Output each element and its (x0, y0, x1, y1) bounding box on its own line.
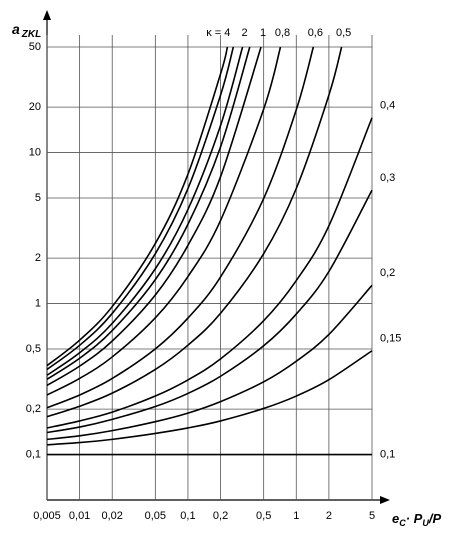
y-tick-label: 5 (35, 192, 41, 204)
curve-label: κ = 4 (206, 27, 230, 39)
x-label-sub: U (422, 518, 429, 528)
curve-label: 0,2 (380, 267, 395, 279)
y-axis-label: a ZKL (12, 21, 41, 40)
y-label-sub: ZKL (21, 29, 41, 40)
y-tick-label: 0,1 (26, 448, 41, 460)
y-tick-label: 20 (29, 101, 41, 113)
curve (46, 46, 229, 367)
curve-label: 0,8 (275, 27, 290, 39)
y-tick-label: 0,2 (26, 403, 41, 415)
x-tick-label: 0,005 (33, 510, 61, 522)
y-tick-label: 10 (29, 146, 41, 158)
y-tick-label: 50 (29, 41, 41, 53)
curve-label: 0,6 (308, 27, 323, 39)
y-tick-label: 1 (35, 297, 41, 309)
curve (46, 46, 282, 396)
curve (46, 46, 251, 380)
x-label-part: · P (406, 511, 423, 526)
curve-label: 0,5 (336, 27, 351, 39)
y-label-main: a (12, 21, 20, 37)
curve (46, 117, 373, 429)
x-tick-label: 0,02 (102, 510, 123, 522)
x-tick-label: 0,5 (256, 510, 271, 522)
curve-label: 0,1 (380, 448, 395, 460)
curve-label: 2 (242, 27, 248, 39)
x-axis-arrow (380, 496, 390, 504)
curve (46, 46, 315, 409)
curve (46, 46, 343, 418)
curve (46, 46, 262, 387)
curve-label: 0,3 (380, 172, 395, 184)
curve (46, 284, 373, 441)
y-axis-arrow (43, 10, 51, 20)
y-tick-label: 2 (35, 252, 41, 264)
x-tick-label: 0,2 (213, 510, 228, 522)
curve-label: 0,15 (380, 333, 401, 345)
x-axis-label: eC· PU/P (392, 511, 441, 528)
curve-label: 1 (260, 27, 266, 39)
x-tick-label: 5 (369, 510, 375, 522)
x-tick-label: 2 (326, 510, 332, 522)
x-tick-label: 0,05 (145, 510, 166, 522)
x-label-part: /P (428, 511, 442, 526)
y-tick-label: 0,5 (26, 343, 41, 355)
x-tick-label: 0,01 (69, 510, 90, 522)
x-tick-label: 1 (293, 510, 299, 522)
x-label-part: e (392, 511, 399, 526)
x-label-sub: C (399, 518, 406, 528)
curve-label: 0,4 (380, 100, 395, 112)
curve (46, 46, 244, 376)
curve (46, 46, 235, 371)
x-tick-label: 0,1 (180, 510, 195, 522)
curve (46, 350, 373, 446)
curve (46, 189, 373, 434)
